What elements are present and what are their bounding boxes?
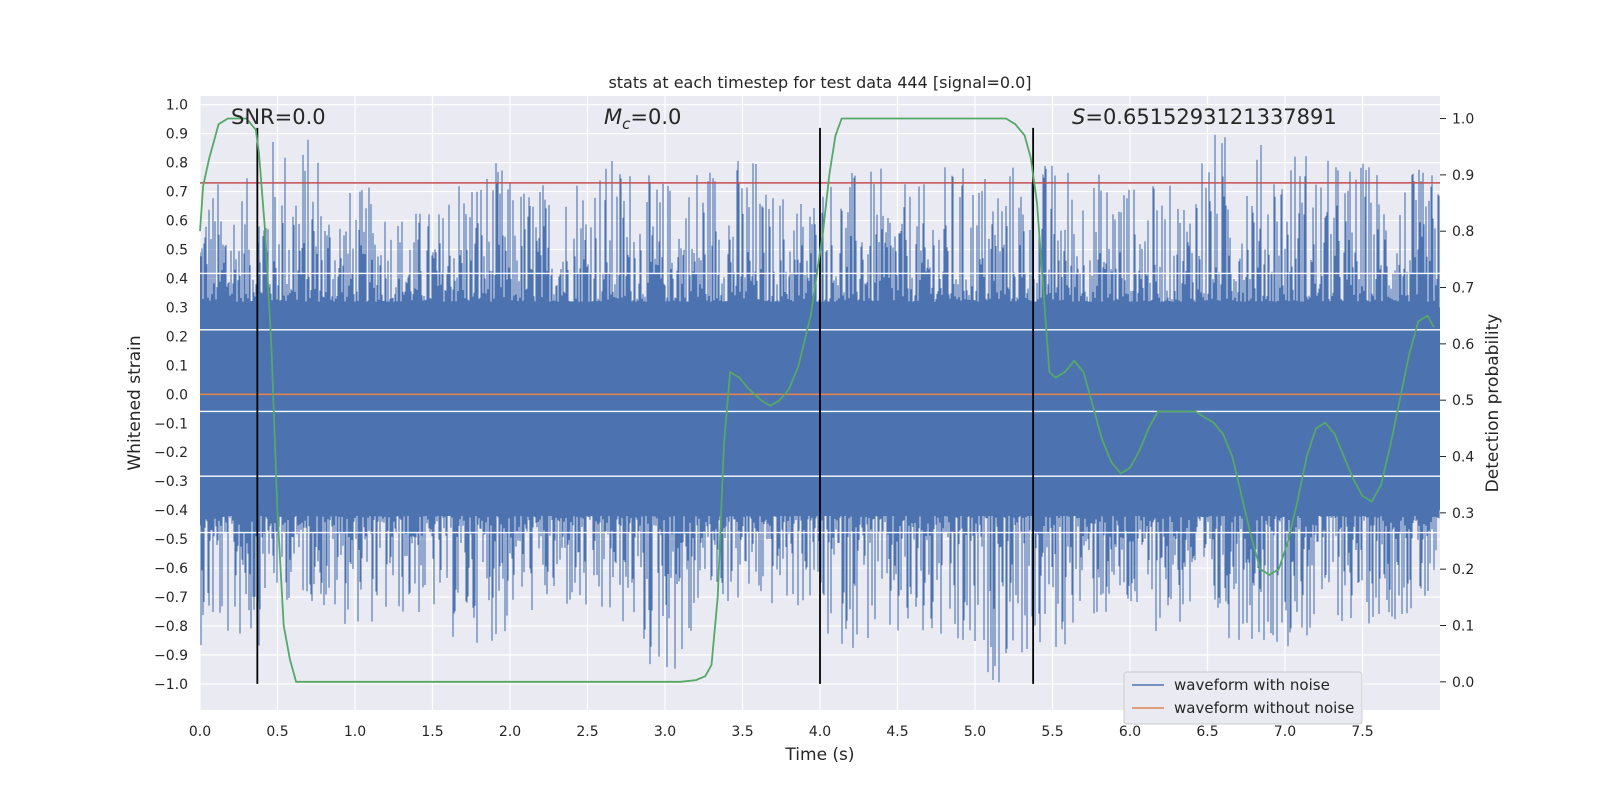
y2-tick-label: 0.1 xyxy=(1452,619,1474,635)
x-tick-label: 1.5 xyxy=(421,724,443,740)
y-tick-labels: 1.0 0.9 0.8 0.7 0.6 0.5 0.4 0.3 0.2 0.1 0.0 −0.1 −0.… xyxy=(154,98,188,693)
x-tick-label: 2.5 xyxy=(576,724,598,740)
y2-tick-label: 0.5 xyxy=(1452,393,1474,409)
x-tick-label: 6.5 xyxy=(1196,724,1218,740)
x-tick-label: 6.0 xyxy=(1119,724,1141,740)
x-tick-label: 0.0 xyxy=(189,724,211,740)
y-tick-label: 0.1 xyxy=(166,358,188,374)
chart-title: stats at each timestep for test data 444… xyxy=(608,73,1031,92)
y2-tick-label: 0.4 xyxy=(1452,450,1474,466)
x-tick-label: 1.0 xyxy=(344,724,366,740)
y-tick-label: −0.1 xyxy=(154,416,188,432)
x-tick-label: 2.0 xyxy=(499,724,521,740)
y2-tick-label: 0.8 xyxy=(1452,224,1474,240)
s-value: =0.6515293121337891 xyxy=(1085,105,1336,129)
x-tick-labels: 0.0 0.5 1.0 1.5 2.0 2.5 3.0 3.5 4.0 4.5 5.0 5.5 6.0 6… xyxy=(189,724,1374,740)
y-tick-label: −0.3 xyxy=(154,474,188,490)
y2-tick-label: 0.9 xyxy=(1452,168,1474,184)
y-tick-label: −0.8 xyxy=(154,619,188,635)
x-tick-label: 7.0 xyxy=(1274,724,1296,740)
x-axis-label: Time (s) xyxy=(784,745,854,765)
y-tick-label: 0.0 xyxy=(166,387,188,403)
y-tick-label: 0.2 xyxy=(166,329,188,345)
mc-value: =0.0 xyxy=(630,105,681,129)
s-symbol: S xyxy=(1072,105,1085,129)
y2-tick-labels: 1.0 0.9 0.8 0.7 0.6 0.5 0.4 0.3 0.2 0.1 0.0 xyxy=(1440,112,1474,691)
y-tick-label: 0.4 xyxy=(166,271,188,287)
y2-tick-label: 0.3 xyxy=(1452,506,1474,522)
detection-probability-line xyxy=(199,117,1435,683)
y2-tick-label: 0.6 xyxy=(1452,337,1474,353)
y-tick-label: 0.6 xyxy=(166,214,188,230)
y2-tick-label: 0.0 xyxy=(1452,675,1474,691)
mc-symbol: M xyxy=(604,105,622,129)
x-tick-label: 5.5 xyxy=(1041,724,1063,740)
x-tick-label: 3.5 xyxy=(731,724,753,740)
y-tick-label: −0.7 xyxy=(154,590,188,606)
y-tick-label: 0.9 xyxy=(166,127,188,143)
y-tick-label: 0.7 xyxy=(166,185,188,201)
y2-tick-label: 1.0 xyxy=(1452,112,1474,128)
snr-annotation: SNR=0.0 xyxy=(231,105,326,129)
x-tick-label: 3.0 xyxy=(654,724,676,740)
y-axis-label: Whitened strain xyxy=(125,335,145,470)
legend: waveform with noise waveform without noi… xyxy=(1123,671,1363,725)
legend-box xyxy=(1123,671,1363,725)
reference-lines xyxy=(200,127,1440,684)
x-tick-label: 5.0 xyxy=(964,724,986,740)
s-annotation: S=0.6515293121337891 xyxy=(1072,105,1337,129)
y-tick-label: −0.2 xyxy=(154,445,188,461)
y-tick-label: −0.5 xyxy=(154,532,188,548)
legend-label-noise: waveform with noise xyxy=(1174,676,1330,694)
mc-subscript: c xyxy=(622,115,631,133)
x-tick-label: 7.5 xyxy=(1351,724,1373,740)
probability-series xyxy=(199,117,1435,683)
y-tick-label: 0.5 xyxy=(166,243,188,259)
y-tick-label: −0.4 xyxy=(154,503,188,519)
y-tick-label: −1.0 xyxy=(154,677,188,693)
legend-label-clean: waveform without noise xyxy=(1174,699,1354,717)
y2-axis-label: Detection probability xyxy=(1483,314,1503,493)
x-tick-label: 4.5 xyxy=(886,724,908,740)
y-tick-label: 1.0 xyxy=(166,98,188,114)
y2-tick-label: 0.2 xyxy=(1452,562,1474,578)
x-tick-label: 0.5 xyxy=(266,724,288,740)
y-tick-label: −0.6 xyxy=(154,561,188,577)
mc-annotation: Mc=0.0 xyxy=(604,105,681,133)
y-tick-label: −0.9 xyxy=(154,648,188,664)
y-tick-label: 0.8 xyxy=(166,156,188,172)
x-tick-label: 4.0 xyxy=(809,724,831,740)
y-tick-label: 0.3 xyxy=(166,300,188,316)
y2-tick-label: 0.7 xyxy=(1452,281,1474,297)
